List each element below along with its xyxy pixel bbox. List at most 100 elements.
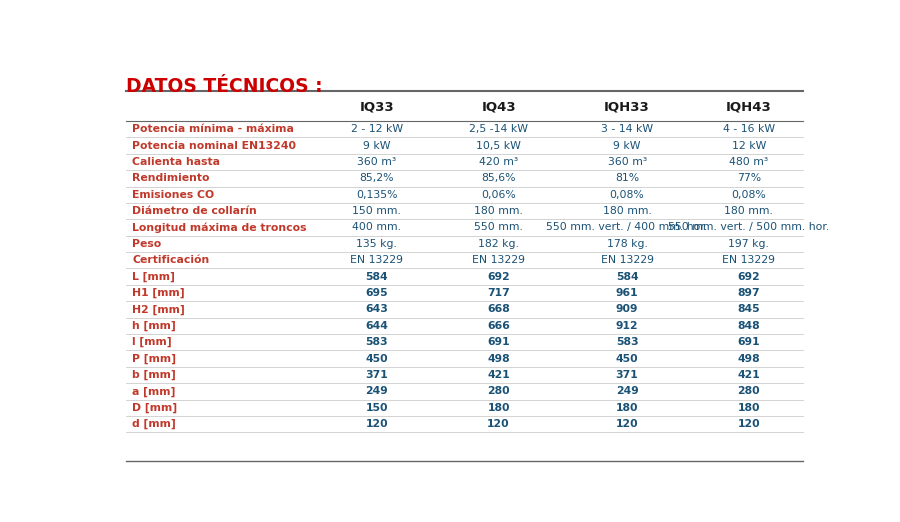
Text: 120: 120 <box>616 419 638 429</box>
Text: 692: 692 <box>737 271 760 282</box>
Text: 583: 583 <box>365 337 388 347</box>
Text: 961: 961 <box>616 288 638 298</box>
Text: 77%: 77% <box>737 173 761 183</box>
Text: 135 kg.: 135 kg. <box>356 239 397 249</box>
Text: a [mm]: a [mm] <box>132 386 176 397</box>
Text: 692: 692 <box>487 271 510 282</box>
Text: 3 - 14 kW: 3 - 14 kW <box>601 124 653 134</box>
Text: 845: 845 <box>738 304 760 314</box>
Text: 178 kg.: 178 kg. <box>607 239 648 249</box>
Text: h [mm]: h [mm] <box>132 321 176 331</box>
Text: 717: 717 <box>487 288 510 298</box>
Text: 2 - 12 kW: 2 - 12 kW <box>351 124 403 134</box>
Text: 197 kg.: 197 kg. <box>728 239 770 249</box>
Text: IQH43: IQH43 <box>726 100 772 113</box>
Text: 668: 668 <box>487 304 510 314</box>
Text: 450: 450 <box>365 353 388 364</box>
Text: 848: 848 <box>738 321 760 331</box>
Text: 180: 180 <box>616 403 638 413</box>
Text: 550 mm. vert. / 500 mm. hor.: 550 mm. vert. / 500 mm. hor. <box>669 222 830 232</box>
Text: 0,08%: 0,08% <box>732 189 766 200</box>
Text: Diámetro de collarín: Diámetro de collarín <box>132 206 256 216</box>
Text: 10,5 kW: 10,5 kW <box>476 140 521 150</box>
Text: 2,5 -14 kW: 2,5 -14 kW <box>469 124 528 134</box>
Text: 150: 150 <box>365 403 388 413</box>
Text: 249: 249 <box>616 386 638 396</box>
Text: 85,6%: 85,6% <box>482 173 516 183</box>
Text: 912: 912 <box>616 321 638 331</box>
Text: 371: 371 <box>616 370 638 380</box>
Text: P [mm]: P [mm] <box>132 353 176 364</box>
Text: 180 mm.: 180 mm. <box>474 206 523 216</box>
Text: 584: 584 <box>616 271 638 282</box>
Text: b [mm]: b [mm] <box>132 370 176 380</box>
Text: 450: 450 <box>616 353 638 364</box>
Text: 0,135%: 0,135% <box>356 189 398 200</box>
Text: Longitud máxima de troncos: Longitud máxima de troncos <box>132 222 307 233</box>
Text: 120: 120 <box>487 419 510 429</box>
Text: 909: 909 <box>616 304 638 314</box>
Text: 4 - 16 kW: 4 - 16 kW <box>723 124 775 134</box>
Text: 420 m³: 420 m³ <box>479 157 518 167</box>
Text: 81%: 81% <box>615 173 639 183</box>
Text: IQ43: IQ43 <box>482 100 516 113</box>
Text: 897: 897 <box>738 288 760 298</box>
Text: D [mm]: D [mm] <box>132 402 177 413</box>
Text: 180: 180 <box>487 403 509 413</box>
Text: 280: 280 <box>487 386 510 396</box>
Text: IQH33: IQH33 <box>604 100 650 113</box>
Text: 0,08%: 0,08% <box>609 189 644 200</box>
Text: H2 [mm]: H2 [mm] <box>132 304 184 315</box>
Text: 180: 180 <box>738 403 760 413</box>
Text: 180 mm.: 180 mm. <box>724 206 773 216</box>
Text: 85,2%: 85,2% <box>359 173 394 183</box>
Text: Peso: Peso <box>132 239 161 249</box>
Text: 182 kg.: 182 kg. <box>478 239 519 249</box>
Text: 550 mm. vert. / 400 mm. hor.: 550 mm. vert. / 400 mm. hor. <box>546 222 707 232</box>
Text: L [mm]: L [mm] <box>132 271 175 282</box>
Text: 280: 280 <box>738 386 760 396</box>
Text: 9 kW: 9 kW <box>363 140 391 150</box>
Text: EN 13229: EN 13229 <box>472 255 525 265</box>
Text: Certificación: Certificación <box>132 255 210 265</box>
Text: 180 mm.: 180 mm. <box>603 206 652 216</box>
Text: 421: 421 <box>487 370 510 380</box>
Text: H1 [mm]: H1 [mm] <box>132 288 184 298</box>
Text: Potencia nominal EN13240: Potencia nominal EN13240 <box>132 140 296 150</box>
Text: EN 13229: EN 13229 <box>350 255 403 265</box>
Text: Calienta hasta: Calienta hasta <box>132 157 220 167</box>
Text: 691: 691 <box>738 337 760 347</box>
Text: 498: 498 <box>738 353 760 364</box>
Text: Rendimiento: Rendimiento <box>132 173 210 183</box>
Text: DATOS TÉCNICOS :: DATOS TÉCNICOS : <box>126 77 323 96</box>
Text: 643: 643 <box>365 304 388 314</box>
Text: EN 13229: EN 13229 <box>723 255 776 265</box>
Text: 480 m³: 480 m³ <box>729 157 769 167</box>
Text: 644: 644 <box>365 321 388 331</box>
Text: Potencia mínima - máxima: Potencia mínima - máxima <box>132 124 294 134</box>
Text: 360 m³: 360 m³ <box>608 157 647 167</box>
Text: 120: 120 <box>738 419 760 429</box>
Text: d [mm]: d [mm] <box>132 419 176 430</box>
Text: 583: 583 <box>616 337 638 347</box>
Text: 400 mm.: 400 mm. <box>352 222 401 232</box>
Text: IQ33: IQ33 <box>359 100 394 113</box>
Text: l [mm]: l [mm] <box>132 337 172 347</box>
Text: 150 mm.: 150 mm. <box>352 206 401 216</box>
Text: EN 13229: EN 13229 <box>600 255 653 265</box>
Text: 120: 120 <box>365 419 388 429</box>
Text: 9 kW: 9 kW <box>614 140 641 150</box>
Text: 360 m³: 360 m³ <box>357 157 396 167</box>
Text: 12 kW: 12 kW <box>732 140 766 150</box>
Text: 498: 498 <box>487 353 510 364</box>
Text: 691: 691 <box>487 337 510 347</box>
Text: 666: 666 <box>487 321 510 331</box>
Text: 371: 371 <box>365 370 388 380</box>
Text: 695: 695 <box>365 288 388 298</box>
Text: 0,06%: 0,06% <box>482 189 516 200</box>
Text: 550 mm.: 550 mm. <box>474 222 523 232</box>
Text: 249: 249 <box>365 386 388 396</box>
Text: 584: 584 <box>365 271 388 282</box>
Text: Emisiones CO: Emisiones CO <box>132 189 214 200</box>
Text: 421: 421 <box>737 370 760 380</box>
